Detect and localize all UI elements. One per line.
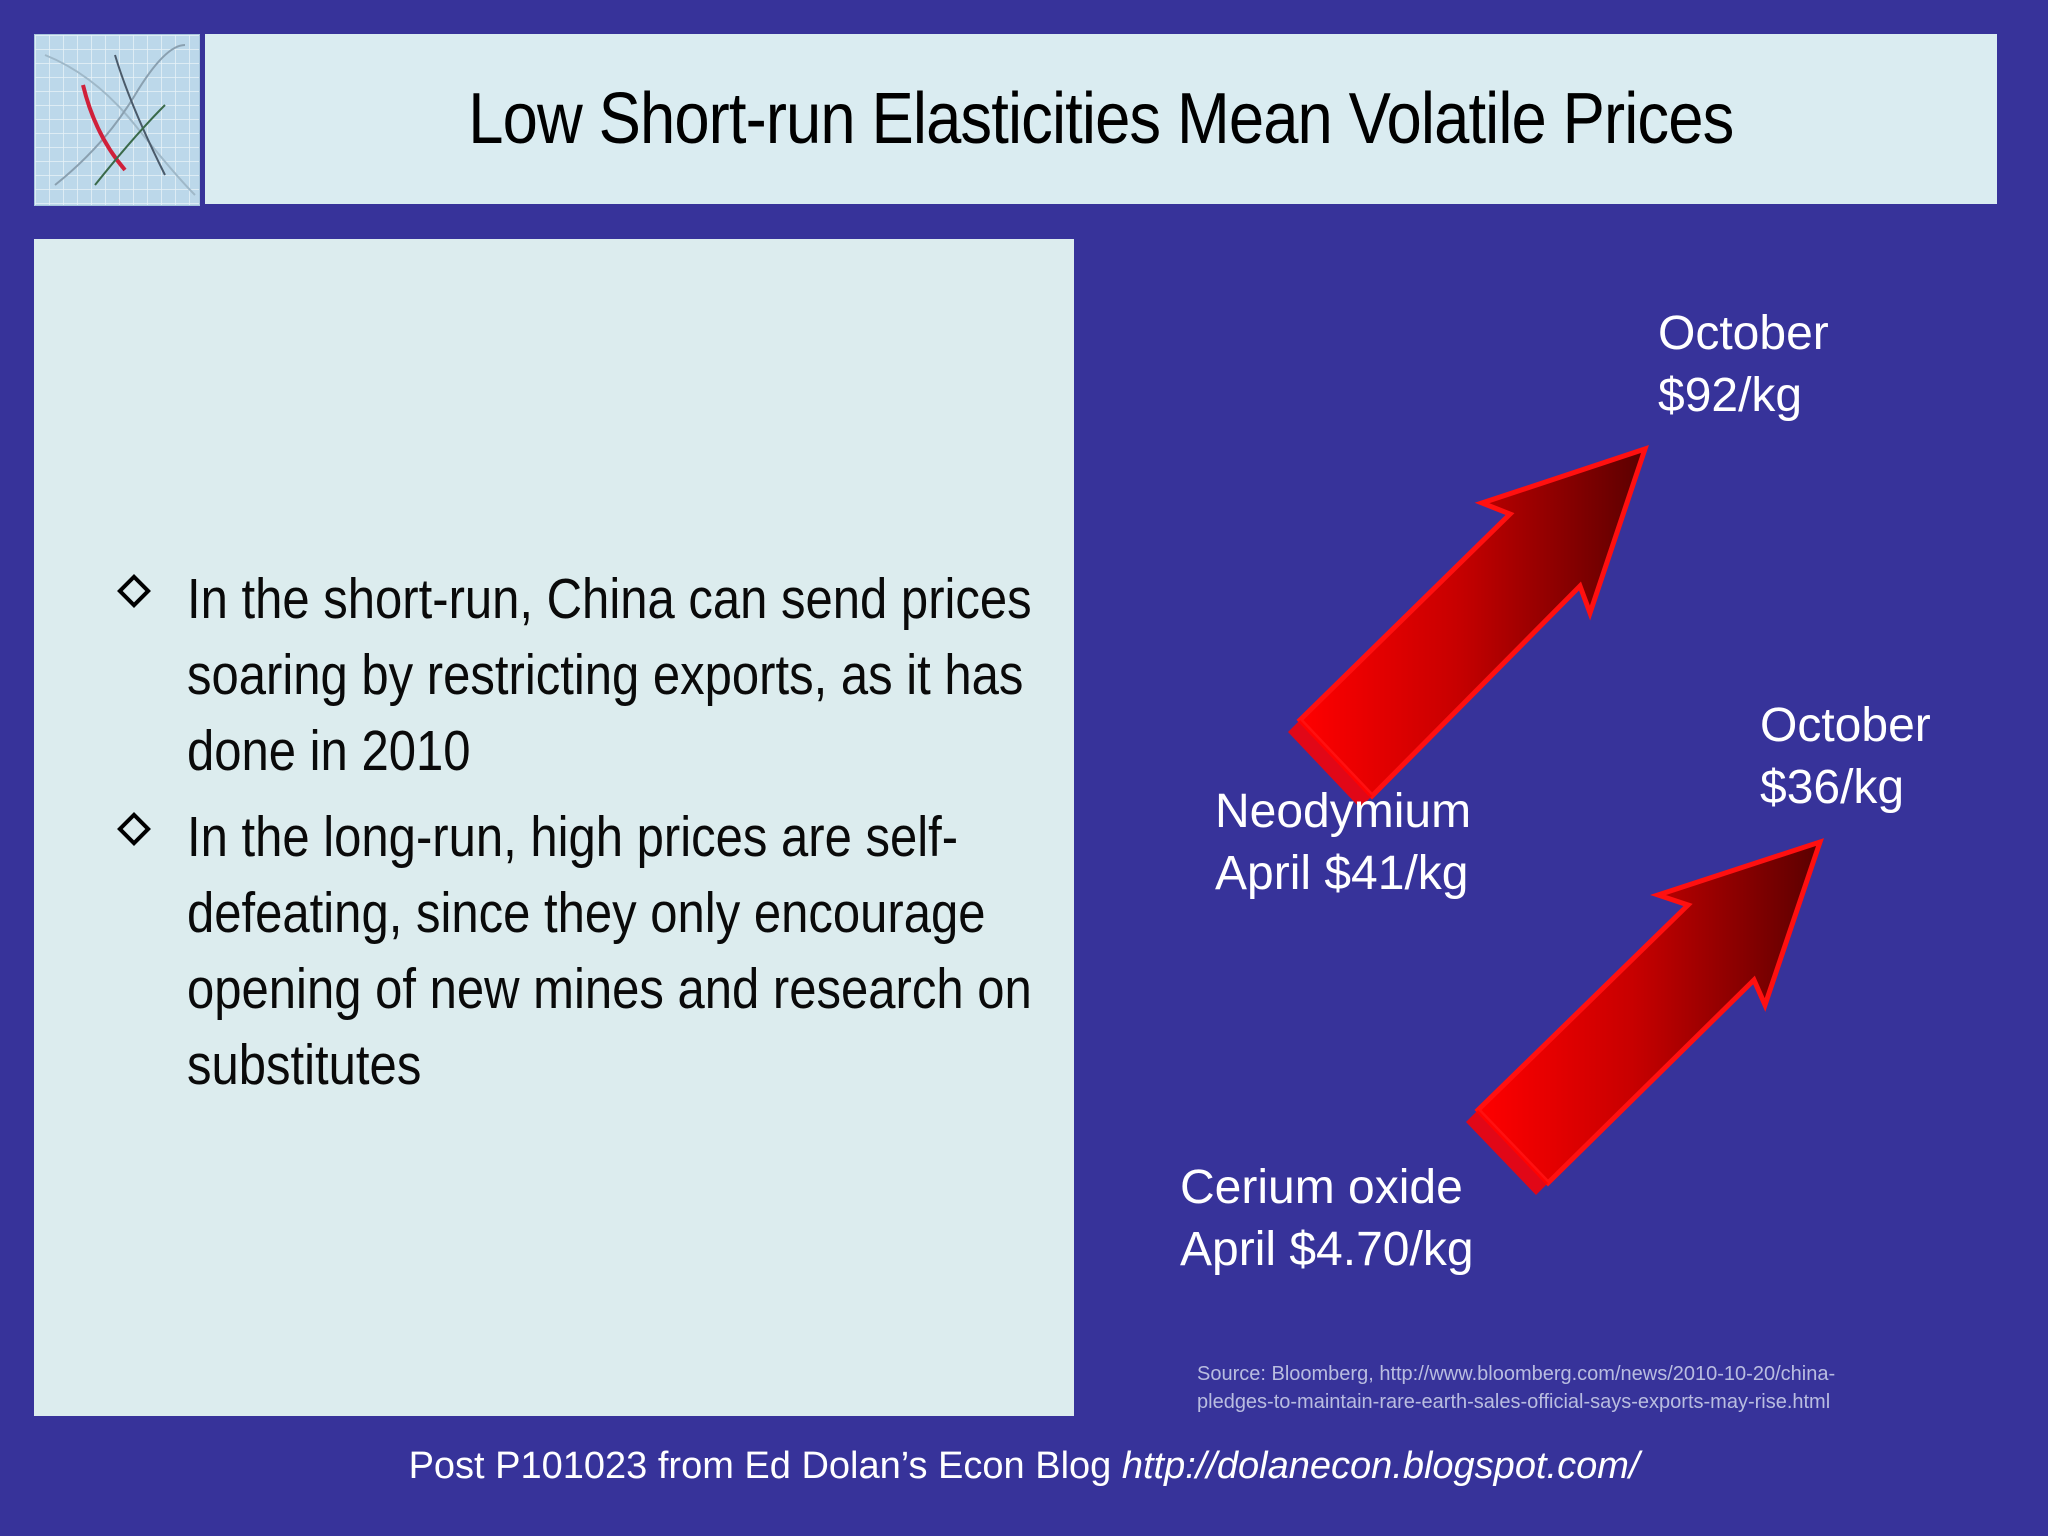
cerium-start-price: April $4.70/kg <box>1180 1223 1474 1276</box>
source-citation: Source: Bloomberg, http://www.bloomberg.… <box>1197 1360 1835 1416</box>
neodymium-name: Neodymium <box>1215 785 1472 838</box>
neodymium-end-month: October <box>1658 307 1829 360</box>
text-panel: In the short-run, China can send prices … <box>34 239 1074 1416</box>
bullet-list: In the short-run, China can send prices … <box>84 561 1074 1103</box>
source-line-2: pledges-to-maintain-rare-earth-sales-off… <box>1197 1391 1831 1413</box>
cerium-end-month: October <box>1760 699 1931 752</box>
cerium-april-label: Cerium oxide April $4.70/kg <box>1180 1157 1474 1281</box>
cerium-october-label: October $36/kg <box>1760 695 1931 819</box>
cerium-name: Cerium oxide <box>1180 1161 1463 1214</box>
footer-blog-link[interactable]: http://dolanecon.blogspot.com/ <box>1121 1445 1640 1487</box>
neodymium-april-label: Neodymium April $41/kg <box>1215 781 1471 905</box>
cerium-up-arrow-icon <box>1466 838 1824 1195</box>
bullet-item: In the long-run, high prices are self-de… <box>84 799 1074 1103</box>
neodymium-up-arrow-icon <box>1288 445 1649 808</box>
cerium-end-price: $36/kg <box>1760 761 1905 814</box>
neodymium-start-price: April $41/kg <box>1215 847 1469 900</box>
footer-text: Post P101023 from Ed Dolan’s Econ Blog <box>408 1445 1122 1487</box>
footer: Post P101023 from Ed Dolan’s Econ Blog h… <box>0 1445 2048 1488</box>
bullet-text: In the long-run, high prices are self-de… <box>187 805 1032 1097</box>
source-line-1: Source: Bloomberg, http://www.bloomberg.… <box>1197 1363 1836 1385</box>
bullet-item: In the short-run, China can send prices … <box>84 561 1074 789</box>
title-bar: Low Short-run Elasticities Mean Volatile… <box>205 34 1997 204</box>
slide-title: Low Short-run Elasticities Mean Volatile… <box>468 79 1734 159</box>
bullet-text: In the short-run, China can send prices … <box>187 567 1032 783</box>
neodymium-end-price: $92/kg <box>1658 369 1803 422</box>
decorative-graph-image <box>34 34 200 206</box>
neodymium-october-label: October $92/kg <box>1658 303 1829 427</box>
